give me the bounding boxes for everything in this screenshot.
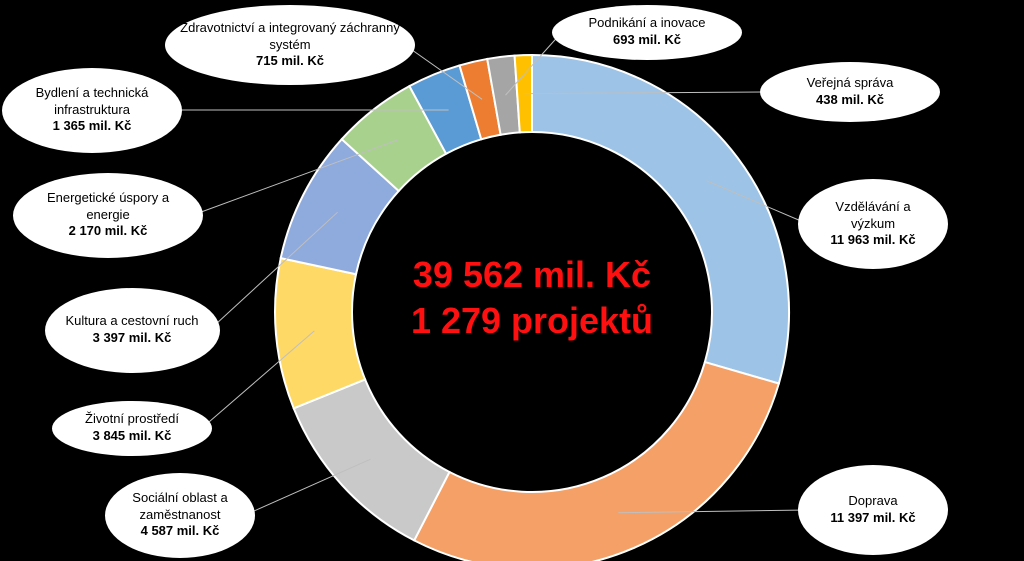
value-label: 11 963 mil. Kč xyxy=(830,232,916,248)
label-bubble: Podnikání a inovace 693 mil. Kč xyxy=(552,4,742,60)
value-label: 4 587 mil. Kč xyxy=(140,523,220,539)
segment xyxy=(274,256,367,410)
category-label: Vzdělávání a výzkum xyxy=(835,198,911,231)
segment xyxy=(513,53,533,134)
category-label: Energetické úspory a energie xyxy=(46,189,170,222)
leader-line xyxy=(404,44,483,100)
label-bubble: Veřejná správa 438 mil. Kč xyxy=(760,62,940,122)
category-label: Sociální oblast a zaměstnanost xyxy=(132,489,228,522)
leader-line xyxy=(209,211,338,331)
value-label: 438 mil. Kč xyxy=(816,92,884,107)
segment xyxy=(531,53,790,385)
leader-line xyxy=(201,330,315,429)
category-label: Veřejná správa xyxy=(806,75,894,91)
segment xyxy=(412,360,781,561)
label-bubble: Doprava 11 397 mil. Kč xyxy=(798,465,948,555)
leader-line xyxy=(618,509,809,514)
leader-line xyxy=(524,91,771,95)
value-label: 1 365 mil. Kč xyxy=(52,118,132,134)
label-bubble: Sociální oblast a zaměstnanost 4 587 mil.… xyxy=(105,472,255,558)
value-label: 2 170 mil. Kč xyxy=(68,223,148,239)
center-total: 39 562 mil. Kč xyxy=(412,254,652,295)
label-bubble: Kultura a cestovní ruch 3 397 mil. Kč xyxy=(44,287,220,373)
category-label: Zdravotnictví a integrovaný záchranný sy… xyxy=(180,19,400,52)
label-bubble: Vzdělávání a výzkum 11 963 mil. Kč xyxy=(798,179,948,269)
leader-line xyxy=(192,139,398,216)
value-label: 3 845 mil. Kč xyxy=(92,428,172,443)
category-label: Bydlení a technická infrastruktura xyxy=(35,84,149,117)
label-bubble: Bydlení a technická infrastruktura 1 365 … xyxy=(2,67,182,153)
category-label: Životní prostředí xyxy=(85,411,179,427)
value-label: 693 mil. Kč xyxy=(613,32,681,47)
center-count: 1 279 projektů xyxy=(410,300,654,341)
center-text: 39 562 mil. Kč 1 279 projektů xyxy=(392,252,672,344)
label-bubble: Energetické úspory a energie 2 170 mil. K… xyxy=(13,172,203,258)
value-label: 715 mil. Kč xyxy=(256,53,324,69)
label-bubble: Zdravotnictví a integrovaný záchranný sy… xyxy=(165,5,415,85)
category-label: Doprava xyxy=(848,493,898,509)
category-label: Podnikání a inovace xyxy=(588,15,706,31)
category-label: Kultura a cestovní ruch xyxy=(65,313,199,329)
value-label: 11 397 mil. Kč xyxy=(830,510,916,525)
label-bubble: Životní prostředí 3 845 mil. Kč xyxy=(52,400,212,456)
leader-line xyxy=(706,180,809,225)
leader-line xyxy=(505,31,563,96)
value-label: 3 397 mil. Kč xyxy=(92,330,172,345)
segment xyxy=(292,378,451,542)
leader-line xyxy=(244,458,371,516)
